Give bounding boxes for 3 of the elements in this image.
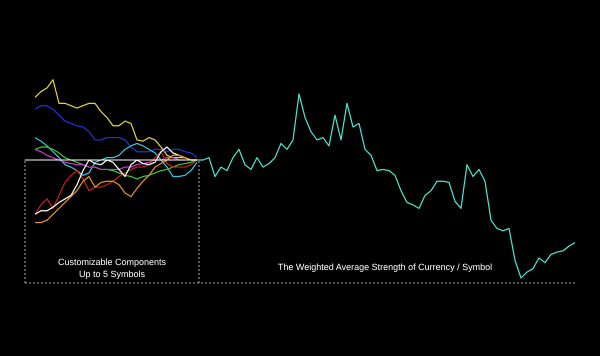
annotation: Customizable Components	[58, 257, 167, 267]
annotation: Up to 5 Symbols	[78, 269, 146, 279]
annotation: The Weighted Average Strength of Currency / Symbol	[278, 262, 492, 272]
